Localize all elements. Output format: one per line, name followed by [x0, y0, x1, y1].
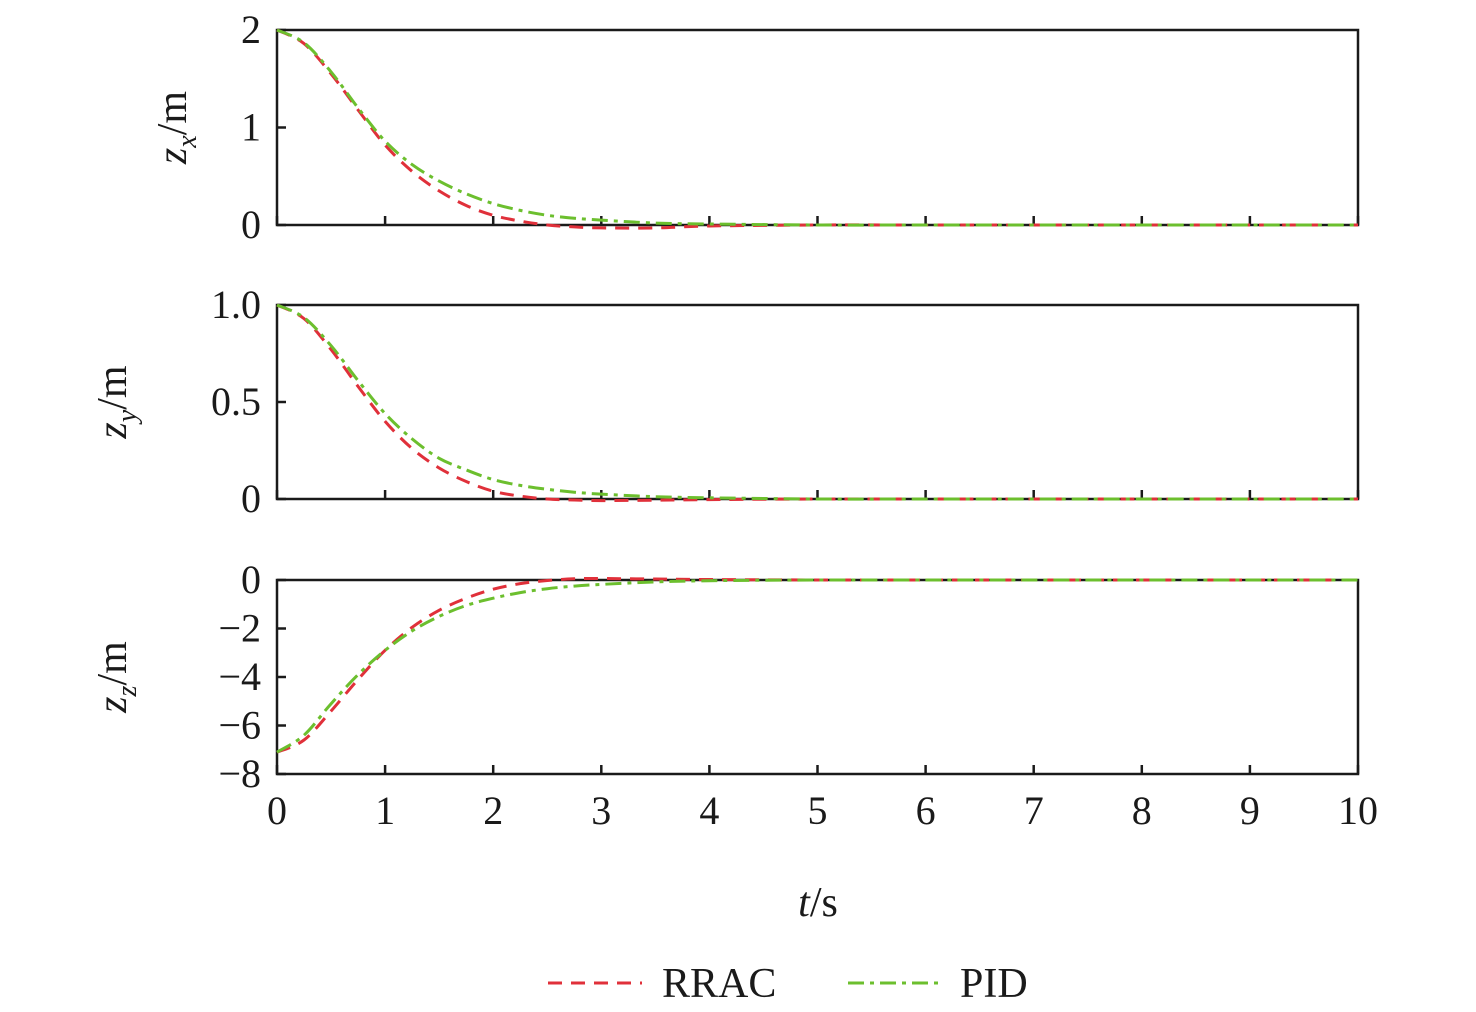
plot-frame — [275, 28, 1360, 227]
y-tick-label: 1 — [241, 105, 261, 150]
subplot-2: 0 0.5 1.0 zy/m — [90, 282, 1360, 521]
series-line-rrac — [276, 576, 1358, 754]
y-tick-label: 0 — [241, 557, 261, 602]
x-axis-label-main: t — [798, 880, 811, 926]
y-tick-label: 0.5 — [211, 379, 261, 424]
x-axis-label-unit: /s — [810, 880, 838, 926]
series-line-pid — [276, 28, 1358, 227]
x-tick-label: 10 — [1338, 788, 1378, 833]
y-tick-label: 0 — [241, 476, 261, 521]
series-line-pid — [276, 303, 1358, 501]
plot-frame — [275, 303, 1360, 501]
x-tick-label: 2 — [483, 788, 503, 833]
legend-label-pid: PID — [960, 961, 1028, 1007]
series-line-rrac — [276, 303, 1358, 503]
series-line-rrac — [276, 28, 1358, 230]
legend: RRAC PID — [548, 961, 1028, 1007]
y-tick-label: −6 — [218, 703, 261, 748]
x-axis-label: t/s — [798, 880, 838, 926]
x-tick-label: 4 — [699, 788, 719, 833]
y-axis-label-sub: z — [112, 685, 143, 697]
y-axis-label: zy/m — [90, 365, 143, 439]
y-tick-label: 0 — [241, 202, 261, 247]
x-tick-label: 5 — [808, 788, 828, 833]
y-axis-label-main: z — [90, 422, 136, 439]
y-axis-label: zx/m — [150, 91, 203, 165]
series-line-pid — [276, 578, 1358, 754]
y-tick-label: −2 — [218, 606, 261, 651]
y-tick-label: 2 — [241, 7, 261, 52]
y-axis-label-sub: x — [172, 135, 203, 149]
x-tick-label: 9 — [1240, 788, 1260, 833]
subplot-1: 0 1 2 zx/m — [150, 7, 1360, 247]
y-axis-label-sub: y — [112, 409, 143, 425]
y-axis-label-main: z — [150, 148, 196, 165]
x-tick-label: 7 — [1024, 788, 1044, 833]
x-tick-label: 3 — [591, 788, 611, 833]
y-axis-label-unit: /m — [90, 641, 136, 686]
y-axis-label: zz/m — [90, 641, 143, 714]
x-tick-label: 0 — [267, 788, 287, 833]
x-tick-label: 8 — [1132, 788, 1152, 833]
y-tick-label: −8 — [218, 751, 261, 796]
y-tick-label: 1.0 — [211, 282, 261, 327]
y-axis-label-main: z — [90, 696, 136, 713]
y-tick-label: −4 — [218, 654, 261, 699]
x-tick-label: 6 — [916, 788, 936, 833]
y-axis-label-unit: /m — [90, 365, 136, 410]
y-axis-label-unit: /m — [150, 91, 196, 136]
x-tick-label: 1 — [375, 788, 395, 833]
legend-label-rrac: RRAC — [662, 961, 776, 1007]
